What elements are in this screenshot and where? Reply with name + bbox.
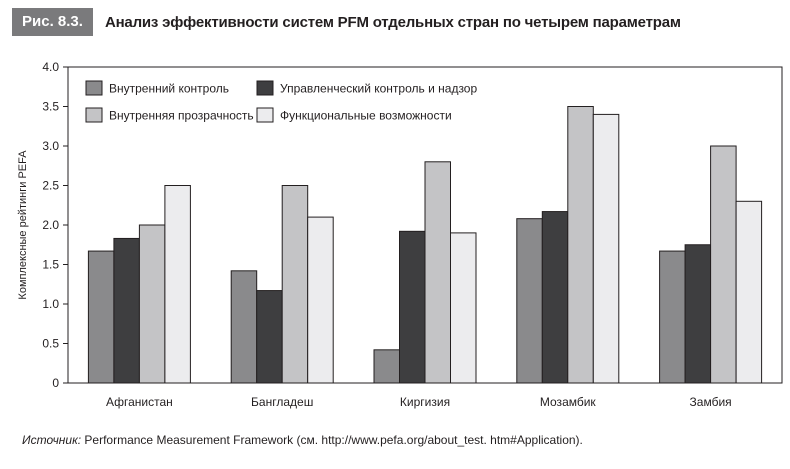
bar bbox=[230, 270, 258, 384]
source-note: Источник: Performance Measurement Framew… bbox=[22, 433, 583, 447]
bar bbox=[450, 232, 477, 384]
x-tick-label: Бангладеш bbox=[251, 395, 313, 409]
figure-label: Рис. 8.3. bbox=[12, 8, 93, 36]
bar bbox=[138, 224, 166, 384]
bar bbox=[113, 237, 140, 384]
bar bbox=[516, 218, 543, 384]
bar bbox=[399, 230, 426, 384]
bar bbox=[424, 161, 451, 384]
bar bbox=[373, 349, 400, 384]
source-text: Performance Measurement Framework (см. h… bbox=[81, 433, 583, 447]
y-tick-label: 1.5 bbox=[42, 258, 59, 272]
figure-title: Анализ эффективности систем PFM отдельны… bbox=[104, 13, 681, 31]
y-tick-label: 3.5 bbox=[42, 100, 59, 114]
y-tick-label: 0.5 bbox=[42, 337, 59, 351]
legend-swatch bbox=[85, 80, 103, 96]
bar bbox=[307, 216, 334, 384]
y-tick-label: 0 bbox=[52, 376, 59, 390]
legend-swatch bbox=[256, 80, 274, 96]
legend-swatch bbox=[256, 107, 274, 123]
bar bbox=[256, 290, 283, 384]
x-tick-label: Киргизия bbox=[400, 395, 450, 409]
bar bbox=[659, 250, 686, 384]
bar bbox=[592, 113, 620, 384]
x-tick-label: Мозамбик bbox=[540, 395, 597, 409]
source-label: Источник: bbox=[22, 433, 82, 447]
legend-label: Функциональные возможности bbox=[280, 109, 452, 123]
legend-label: Управленческий контроль и надзор bbox=[280, 82, 477, 96]
bar bbox=[164, 185, 191, 384]
legend-swatch bbox=[85, 107, 103, 123]
bar bbox=[281, 185, 309, 384]
bar-chart: 0 0.5 1.0 1.5 2.0 2.5 3.0 3.5 4.0 Комплексные рей… bbox=[17, 60, 783, 409]
y-tick-label: 2.5 bbox=[42, 179, 59, 193]
bar bbox=[710, 145, 737, 384]
figure-header: Рис. 8.3. Анализ эффективности систем PF… bbox=[0, 0, 681, 44]
x-tick-label: Замбия bbox=[690, 395, 732, 409]
bar bbox=[541, 211, 569, 384]
x-tick-label: Афганистан bbox=[106, 395, 173, 409]
y-tick-label: 3.0 bbox=[42, 139, 59, 153]
bar bbox=[567, 106, 594, 384]
bar bbox=[684, 244, 712, 384]
bar bbox=[87, 250, 115, 384]
legend-label: Внутренний контроль bbox=[109, 82, 229, 96]
bar bbox=[735, 200, 763, 384]
y-tick-label: 1.0 bbox=[42, 297, 59, 311]
legend-label: Внутренняя прозрачность bbox=[109, 109, 254, 123]
y-tick-label: 2.0 bbox=[42, 218, 59, 232]
y-axis-label: Комплексные рейтинги PEFA bbox=[17, 150, 29, 300]
y-tick-label: 4.0 bbox=[42, 60, 59, 74]
